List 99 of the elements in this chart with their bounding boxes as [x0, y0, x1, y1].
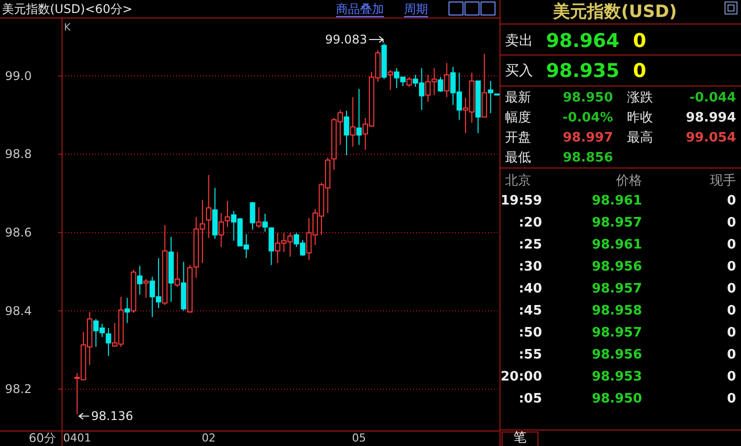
- text: 98.957: [592, 216, 642, 230]
- text: 涨跌: [627, 90, 653, 106]
- text: 98.953: [592, 370, 642, 384]
- text: 0: [726, 392, 736, 406]
- text: 美元指数(USD): [552, 2, 677, 22]
- text: 0: [726, 304, 736, 318]
- text: 98.856: [562, 150, 613, 166]
- candlestick: [143, 278, 149, 298]
- candlestick: [406, 76, 412, 88]
- text: 卖出: [505, 33, 533, 49]
- text: 买入: [505, 63, 533, 79]
- candlestick: [344, 110, 350, 156]
- text: 20:00: [500, 370, 542, 384]
- candlestick: [488, 80, 494, 114]
- candlestick: [174, 252, 180, 288]
- candlestick: [130, 269, 136, 314]
- text: 幅度: [505, 110, 531, 126]
- annotation: K: [64, 22, 71, 34]
- candlestick: [250, 201, 256, 230]
- chart-title: 美元指数(USD)<60分>: [2, 2, 132, 16]
- candlestick: [206, 174, 212, 239]
- text: 周期: [404, 2, 428, 16]
- candlestick: [268, 227, 274, 266]
- candlestick: [438, 76, 444, 92]
- text: 19:59: [500, 194, 542, 208]
- text: 98.950: [592, 392, 642, 406]
- text: -0.044: [689, 90, 736, 106]
- text: 最低: [505, 150, 531, 166]
- candlestick: [212, 187, 218, 240]
- text: 60分: [28, 431, 56, 445]
- candlestick: [482, 54, 488, 118]
- y-tick-label: 98.4: [5, 304, 32, 318]
- text: 0: [726, 216, 736, 230]
- candlestick: [180, 261, 186, 312]
- candlestick: [475, 80, 481, 134]
- text: 0: [726, 194, 736, 208]
- text: 98.956: [592, 260, 642, 274]
- y-tick-label: 99.0: [5, 68, 32, 83]
- text: 0: [726, 238, 736, 252]
- text: :05: [518, 392, 542, 406]
- text: 0: [726, 348, 736, 362]
- text: :55: [518, 348, 542, 362]
- candlestick: [137, 265, 142, 296]
- y-tick-label: 98.2: [5, 382, 32, 396]
- candlestick: [124, 297, 130, 324]
- x-tick-label: 05: [352, 432, 366, 444]
- candlestick: [444, 62, 450, 98]
- text: :50: [518, 326, 542, 340]
- text: 开盘: [505, 130, 531, 146]
- text: 98.950: [562, 90, 613, 106]
- text: :30: [518, 260, 542, 274]
- candlestick: [356, 88, 362, 146]
- candlestick: [218, 212, 224, 248]
- candlestick: [350, 96, 356, 148]
- y-tick-label: 98.8: [5, 147, 32, 162]
- text: 0: [726, 370, 736, 384]
- text: 最新: [505, 90, 531, 106]
- x-tick-label: 0401: [63, 432, 92, 444]
- text: 98.964: [546, 30, 620, 52]
- text: 99.054: [686, 130, 736, 146]
- candlestick: [224, 200, 230, 228]
- candlestick: [256, 206, 262, 228]
- candlestick: [262, 213, 268, 232]
- candlestick: [162, 224, 168, 306]
- text: 0: [726, 282, 736, 296]
- annotation: 98.136: [91, 409, 134, 424]
- text: 98.994: [686, 110, 736, 126]
- text: 北京: [505, 174, 531, 188]
- text: :20: [518, 216, 542, 230]
- text: 98.961: [592, 238, 642, 252]
- text: :40: [518, 282, 542, 296]
- annotation: 99.083: [325, 32, 368, 46]
- text: 最高: [627, 130, 653, 146]
- text: :45: [518, 304, 542, 318]
- y-tick-label: 98.6: [5, 226, 32, 240]
- candlestick: [388, 70, 394, 91]
- candlestick: [381, 42, 387, 80]
- text: 98.957: [592, 282, 642, 296]
- text: 昨收: [627, 110, 653, 126]
- text: 98.935: [546, 60, 620, 82]
- candlestick: [168, 236, 174, 302]
- x-tick-label: 02: [202, 432, 216, 444]
- text: 98.958: [592, 304, 642, 318]
- text: 笔: [514, 430, 526, 446]
- text: 98.957: [592, 326, 642, 340]
- candlestick: [187, 264, 193, 312]
- text: 0: [633, 30, 646, 52]
- text: 价格: [615, 174, 642, 188]
- text: 98.997: [562, 130, 613, 146]
- text: 0: [633, 60, 646, 82]
- text: 98.956: [592, 348, 642, 362]
- text: 98.961: [592, 194, 642, 208]
- text: 现手: [710, 174, 736, 188]
- text: :25: [518, 238, 542, 252]
- text: 商品叠加: [336, 2, 384, 16]
- text: 0: [726, 260, 736, 274]
- text: 0: [726, 326, 736, 340]
- text: -0.04%: [562, 110, 613, 126]
- candlestick: [106, 328, 112, 356]
